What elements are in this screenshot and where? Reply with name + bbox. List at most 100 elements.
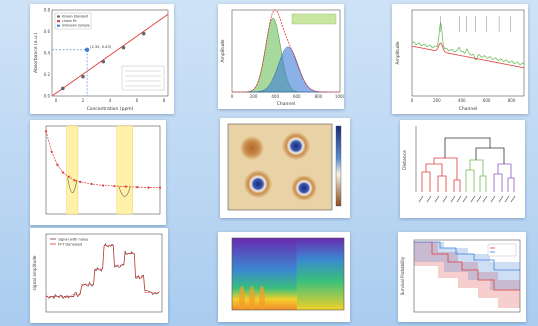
p7-denoised-line xyxy=(46,245,160,297)
dendrogram-chart: Distance xyxy=(402,126,516,203)
p6-dendrogram-branch xyxy=(493,173,503,192)
p2-legend-box xyxy=(291,13,337,25)
p6-leaf-label xyxy=(498,195,504,203)
p6-dendrogram-branch xyxy=(475,147,505,164)
p7-noisy-signal-line xyxy=(45,243,160,300)
p4-data-point xyxy=(147,186,150,189)
p2-fit-curve xyxy=(232,9,340,93)
p5-axes-frame xyxy=(227,123,333,211)
p1-y-tick-label: 0.4 xyxy=(44,51,51,56)
survival-chart-panel: Survival Probability xyxy=(398,232,526,322)
p5-heatmap-background xyxy=(228,124,332,210)
p8-burst-mark xyxy=(239,286,245,310)
p1-x-axis-label: Concentration (ppm) xyxy=(87,106,134,112)
p4-dip-curve xyxy=(118,186,131,197)
p9-survival-curve xyxy=(414,241,520,271)
p1-legend-box xyxy=(54,12,92,30)
p4-data-point xyxy=(79,180,82,184)
decay-chart-panel xyxy=(30,120,166,225)
calibration-chart: 0 2 4 6 8 0.0 0.2 0.4 0.6 0.8 Concentration (ppm) A… xyxy=(33,8,169,112)
dendrogram-panel: Distance xyxy=(400,120,525,218)
p1-y-tick-label: 0.0 xyxy=(44,94,51,99)
p6-dendrogram-branch xyxy=(444,137,491,158)
p1-standard-point xyxy=(121,45,126,50)
p2-x-tick-label: 0 xyxy=(231,94,234,99)
p1-standard-point xyxy=(141,31,146,36)
p2-y-axis-label: Amplitude xyxy=(220,39,226,62)
peak-fit-chart-panel: 0 200 400 600 800 1000 Channel Amplitude xyxy=(218,4,344,109)
p6-dendrogram-branch xyxy=(497,163,512,178)
p7-legend-label: FFT Denoised xyxy=(58,242,82,246)
p1-x-tick-label: 2 xyxy=(82,98,85,103)
p2-x-tick-label: 1000 xyxy=(335,94,344,99)
p1-x-tick-label: 6 xyxy=(136,98,139,103)
peak-fit-chart: 0 200 400 600 800 1000 Channel Amplitude xyxy=(220,9,344,107)
p1-legend-label: Linear Fit xyxy=(62,19,77,23)
p6-dendrogram-branch xyxy=(433,157,458,180)
p6-leaf-label xyxy=(450,195,456,203)
p6-leaf-label xyxy=(490,195,496,203)
p6-dendrogram-branch xyxy=(507,177,515,192)
p6-leaf-label xyxy=(476,195,482,203)
p3-x-tick-label: 200 xyxy=(433,98,441,103)
p8-burst-mark xyxy=(259,286,265,310)
p4-data-point xyxy=(73,179,76,182)
p6-y-axis-label: Distance xyxy=(402,150,408,170)
p3-x-tick-label: 800 xyxy=(508,98,516,103)
p8-axes-frame xyxy=(231,237,345,311)
spectrum-chart: 0 200 400 600 800 Channel Amplitude xyxy=(395,9,525,112)
p4-data-point xyxy=(44,130,48,133)
calibration-chart-panel: 0 2 4 6 8 0.0 0.2 0.4 0.6 0.8 Concentration (ppm) A… xyxy=(30,4,174,114)
p4-data-point xyxy=(67,175,70,178)
p2-x-tick-label: 400 xyxy=(271,94,279,99)
p9-confidence-band xyxy=(414,242,520,308)
p7-legend-label: signal with noise xyxy=(58,237,89,241)
survival-chart: Survival Probability xyxy=(400,239,521,313)
p5-heatmap-blob xyxy=(244,170,272,198)
p2-x-tick-label: 800 xyxy=(315,94,323,99)
p4-axes-frame xyxy=(45,125,161,215)
p3-x-tick-label: 400 xyxy=(458,98,466,103)
p1-axes-frame xyxy=(51,9,169,97)
p1-legend-label: Known Standard xyxy=(62,14,88,18)
p1-standard-point xyxy=(81,74,85,79)
p6-leaf-label xyxy=(470,195,476,203)
p3-y-axis-label: Amplitude xyxy=(395,41,401,64)
p6-dendrogram-branch xyxy=(437,175,447,192)
p4-data-point xyxy=(124,185,127,188)
p4-data-point xyxy=(101,184,105,187)
p6-leaf-label xyxy=(418,195,424,203)
p7-y-axis-label: signal amplitude xyxy=(32,255,37,290)
p1-stats-box xyxy=(121,65,165,91)
p6-leaf-label xyxy=(426,195,432,203)
p5-heatmap-blob xyxy=(240,136,264,160)
p2-x-axis-label: Channel xyxy=(277,101,295,107)
p1-y-axis-label: Absorbance (a.u.) xyxy=(33,33,39,73)
p4-highlight-region xyxy=(66,125,79,215)
p3-x-tick-label: 600 xyxy=(483,98,491,103)
p4-data-point xyxy=(50,150,53,153)
p6-dendrogram-branch xyxy=(465,169,475,192)
p1-standard-point xyxy=(60,86,65,91)
p1-legend-swatch xyxy=(57,24,60,27)
p6-dendrogram-branch xyxy=(425,163,443,176)
p4-data-point xyxy=(90,182,93,186)
p1-standard-point xyxy=(101,59,106,64)
p9-legend-box xyxy=(487,243,517,257)
p4-dip-curve xyxy=(67,177,78,193)
p1-fit-line xyxy=(51,13,169,97)
p5-heatmap-blob xyxy=(291,175,317,201)
p8-burst-mark xyxy=(249,286,255,310)
p1-y-tick-label: 0.6 xyxy=(44,29,51,34)
p1-x-tick-label: 8 xyxy=(163,98,166,103)
p6-leaf-label xyxy=(462,195,468,203)
p9-axes-frame xyxy=(413,239,521,313)
p2-x-tick-label: 200 xyxy=(250,94,258,99)
p6-leaf-label xyxy=(456,195,462,203)
p4-decay-line xyxy=(45,131,160,188)
p5-colorbar xyxy=(335,125,342,207)
p6-leaf-label xyxy=(442,195,448,203)
spectrum-chart-panel: 0 200 400 600 800 Channel Amplitude xyxy=(392,4,528,114)
p6-dendrogram-branch xyxy=(469,159,484,176)
